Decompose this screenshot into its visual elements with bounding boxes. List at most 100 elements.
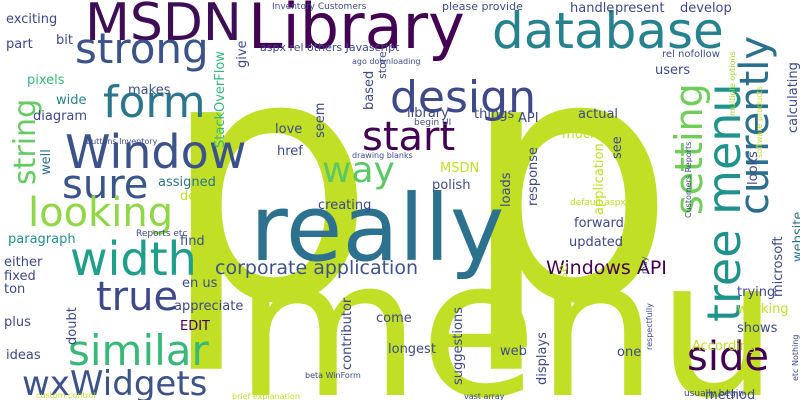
cloud-word: begin UI [414,118,451,128]
cloud-word: custom control [36,391,96,400]
cloud-word: start [362,114,455,160]
cloud-word: aspx rel others Javascript [260,41,400,54]
cloud-word: currently [732,36,778,215]
cloud-word: application [592,143,607,215]
cloud-word: suggestions [451,307,466,385]
cloud-word: paragraph [8,232,76,247]
cloud-word: creating [318,198,371,213]
cloud-word: buttons Inventory [86,137,158,146]
cloud-word: sure [62,162,148,208]
cloud-word: sense [556,264,571,302]
cloud-word: part [6,37,33,52]
cloud-word: appreciate [174,299,243,314]
cloud-word: rel nofollow [662,49,720,60]
cloud-word: ton [4,282,25,297]
cloud-word: actual [578,107,618,122]
cloud-word: beta WinForm [305,371,361,380]
cloud-word: design [390,72,536,123]
cloud-word: microsoft [771,236,786,297]
cloud-word: either [4,255,43,270]
cloud-word: makes [128,83,171,98]
cloud-word: p [160,0,376,379]
cloud-word: love [275,122,302,137]
cloud-word: one [617,345,641,360]
cloud-word: Reports etc [136,229,187,239]
cloud-word: default aspx [570,198,626,208]
cloud-word: ago downloading [352,57,420,66]
cloud-word: find [180,234,205,249]
cloud-word: Library [248,0,465,63]
cloud-word: software products [755,86,764,158]
cloud-word: assigned [158,175,216,190]
cloud-word: database [492,2,724,60]
cloud-word: bit [56,33,73,48]
cloud-word: shows [737,321,778,336]
cloud-word: handle [570,1,614,16]
cloud-word: strong [75,24,209,73]
cloud-word: en us [182,276,218,291]
cloud-word: fixed [4,269,36,284]
cloud-word: side [687,334,769,380]
cloud-word: diagram [33,109,87,124]
cloud-word: things [474,107,514,122]
cloud-word: menu [235,219,778,400]
cloud-word: EDIT [180,319,210,334]
cloud-word: Inventory Customers [272,2,367,12]
cloud-word: store [376,51,389,79]
cloud-word: tree menu [697,83,751,322]
cloud-word: p [460,0,676,379]
cloud-word: ideas [6,348,41,363]
cloud-word: exciting [6,12,57,27]
cloud-word: see [610,136,625,159]
cloud-word: well [39,149,54,175]
cloud-word: MSDN [85,0,242,53]
cloud-word: form [103,77,206,128]
cloud-word: corporate application [215,257,418,279]
cloud-word: website [791,212,800,262]
cloud-word: multiple options [728,51,737,116]
cloud-word: true [96,274,178,320]
cloud-word: calculating [786,62,800,133]
cloud-word: may [640,256,649,274]
cloud-word: etc Nothing [791,335,800,381]
cloud-word: much [562,127,598,142]
cloud-word: done [180,189,212,204]
cloud-word: come [376,311,412,326]
cloud-word: According [692,339,756,354]
cloud-word: updated [569,235,623,250]
cloud-word: response [526,147,541,206]
cloud-word: doubt [65,307,80,345]
cloud-word: based [362,71,377,110]
cloud-word: give [235,40,250,68]
cloud-word: longest [388,342,436,357]
cloud-word: working [737,302,789,317]
cloud-word: users [655,63,690,78]
cloud-word: looks [746,151,761,185]
cloud-word: library [407,106,449,121]
cloud-word: Windows API [546,257,667,279]
cloud-word: drawing blanks [352,151,413,160]
cloud-word: similar [68,326,210,375]
cloud-word: forward [574,216,624,231]
cloud-word: plus [4,315,31,330]
cloud-word: present [615,1,664,16]
cloud-word: displays [535,332,550,385]
cloud-word: brief explanation [232,392,300,400]
cloud-word: method [705,388,755,400]
cloud-word: looking [28,190,173,236]
cloud-word: contributor [340,297,355,370]
cloud-word: string [8,99,43,185]
cloud-word: Customers Reports [684,142,693,218]
cloud-word: StackOverFlow [213,51,228,148]
cloud-word: loads [499,172,514,207]
cloud-word: polish [432,178,470,193]
cloud-word: usually begin [684,389,744,399]
cloud-word: web [500,344,527,359]
cloud-word: vast array [464,392,505,400]
cloud-word: seem [313,103,328,138]
cloud-word: width [70,232,197,286]
cloud-word: wxWidgets [22,364,207,400]
cloud-word: href [277,144,303,159]
